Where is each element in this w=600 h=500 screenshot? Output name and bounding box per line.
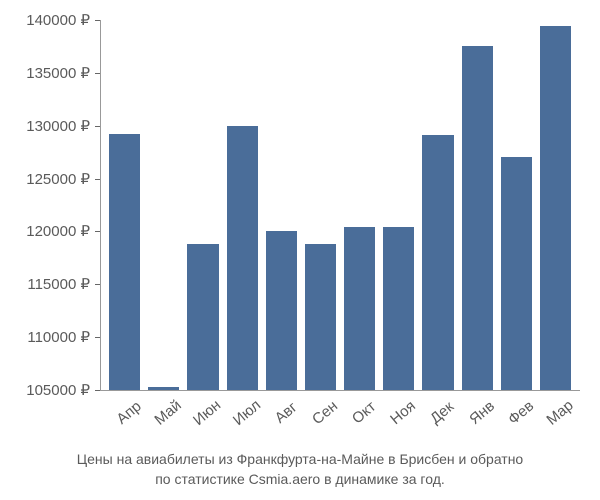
bar	[422, 135, 453, 390]
y-tick-mark	[95, 73, 100, 74]
x-tick-label: Янв	[461, 394, 502, 432]
bar	[227, 126, 258, 390]
y-tick-mark	[95, 126, 100, 127]
y-tick-label: 120000 ₽	[26, 222, 90, 240]
x-tick-label: Дек	[422, 394, 463, 432]
x-tick-label: Окт	[344, 394, 385, 432]
caption-line-1: Цены на авиабилеты из Франкфурта-на-Майн…	[77, 451, 523, 467]
bar	[305, 244, 336, 390]
chart-caption: Цены на авиабилеты из Франкфурта-на-Майн…	[0, 450, 600, 489]
bar	[383, 227, 414, 390]
caption-line-2: по статистике Csmia.aero в динамике за г…	[155, 471, 445, 487]
y-tick-label: 130000 ₽	[26, 117, 90, 135]
y-tick-label: 110000 ₽	[27, 328, 90, 346]
plot-area	[100, 20, 580, 390]
bar	[344, 227, 375, 390]
y-tick-mark	[95, 337, 100, 338]
y-tick-mark	[95, 20, 100, 21]
bars-group	[100, 20, 580, 390]
x-tick-label: Ноя	[383, 394, 424, 432]
x-axis-line	[100, 390, 580, 391]
x-axis: АпрМайИюнИюлАвгСенОктНояДекЯнвФевМар	[100, 395, 580, 445]
x-tick-label: Фев	[500, 394, 541, 432]
y-tick-mark	[95, 231, 100, 232]
bar	[540, 26, 571, 390]
y-tick-mark	[95, 284, 100, 285]
y-tick-label: 135000 ₽	[26, 64, 90, 82]
x-tick-label: Авг	[265, 394, 306, 432]
x-tick-label: Июн	[187, 394, 228, 432]
y-tick-mark	[95, 179, 100, 180]
x-tick-label: Сен	[304, 394, 345, 432]
x-tick-label: Апр	[109, 394, 150, 432]
x-tick-label: Июл	[226, 394, 267, 432]
bar	[501, 157, 532, 390]
bar	[187, 244, 218, 390]
y-tick-label: 125000 ₽	[26, 170, 90, 188]
x-tick-label: Мар	[539, 394, 580, 432]
bar	[266, 231, 297, 390]
x-tick-label: Май	[148, 394, 189, 432]
y-tick-label: 105000 ₽	[26, 381, 90, 399]
y-tick-label: 115000 ₽	[27, 275, 90, 293]
bar	[109, 134, 140, 390]
y-axis: 105000 ₽110000 ₽115000 ₽120000 ₽125000 ₽…	[0, 20, 95, 390]
y-tick-mark	[95, 390, 100, 391]
y-tick-label: 140000 ₽	[26, 11, 90, 29]
price-chart: 105000 ₽ 110000 ₽ 115000 ₽ 120000 ₽ 125000 ₽…	[0, 10, 600, 500]
bar	[462, 46, 493, 390]
x-labels: АпрМайИюнИюлАвгСенОктНояДекЯнвФевМар	[100, 395, 580, 412]
